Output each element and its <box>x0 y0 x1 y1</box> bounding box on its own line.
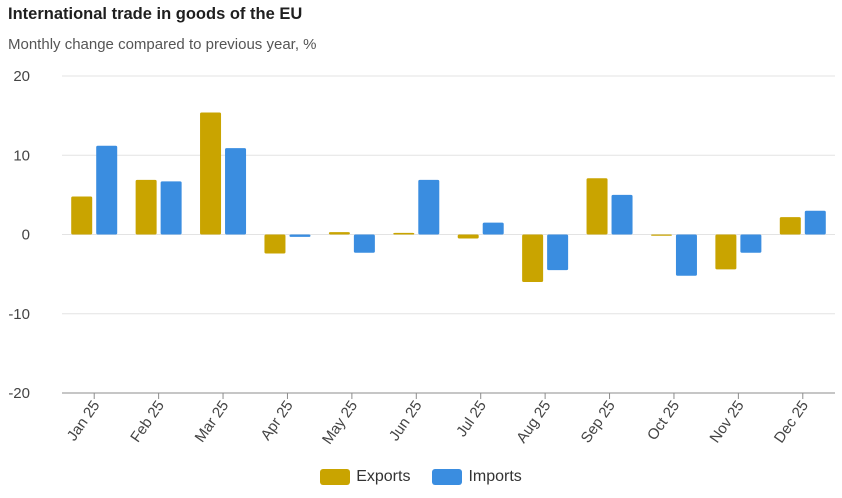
legend-item-exports[interactable]: Exports <box>320 468 410 486</box>
x-tick-label: Apr 25 <box>257 398 296 444</box>
chart-title: International trade in goods of the EU <box>8 5 303 23</box>
bar-exports-jun-25[interactable] <box>393 232 415 235</box>
bar-imports-aug-25[interactable] <box>547 234 569 271</box>
x-tick-label: Feb 25 <box>127 398 168 446</box>
x-tick-label: Oct 25 <box>644 398 683 444</box>
legend-item-imports[interactable]: Imports <box>432 468 522 486</box>
bar-exports-may-25[interactable] <box>328 232 350 235</box>
bar-exports-oct-25[interactable] <box>650 234 672 236</box>
bar-exports-apr-25[interactable] <box>264 234 286 254</box>
bar-imports-mar-25[interactable] <box>225 148 247 235</box>
x-tick-label: Jul 25 <box>453 398 490 441</box>
x-tick-label: Jan 25 <box>64 398 104 445</box>
bar-imports-may-25[interactable] <box>353 234 375 253</box>
bar-exports-jul-25[interactable] <box>457 234 479 239</box>
y-tick-label: 20 <box>13 68 30 85</box>
legend-swatch-exports <box>320 469 351 485</box>
x-tick-label: Mar 25 <box>192 398 233 446</box>
x-tick-label: May 25 <box>319 398 361 448</box>
y-tick-label: 0 <box>22 227 30 244</box>
y-tick-label: -10 <box>8 306 30 323</box>
bar-exports-mar-25[interactable] <box>200 112 222 235</box>
bar-exports-sep-25[interactable] <box>586 178 608 235</box>
bar-exports-feb-25[interactable] <box>135 179 157 235</box>
bar-exports-aug-25[interactable] <box>522 234 544 283</box>
bar-imports-nov-25[interactable] <box>740 234 762 253</box>
bar-imports-feb-25[interactable] <box>160 181 182 235</box>
x-tick-label: Aug 25 <box>513 398 554 447</box>
legend: Exports Imports <box>0 468 842 486</box>
bar-imports-oct-25[interactable] <box>675 234 697 276</box>
bar-imports-jan-25[interactable] <box>96 145 118 235</box>
chart-subtitle: Monthly change compared to previous year… <box>8 36 317 53</box>
x-tick-label: Jun 25 <box>386 398 426 445</box>
legend-label-imports: Imports <box>468 468 522 485</box>
y-tick-label: 10 <box>13 147 30 164</box>
bar-imports-jun-25[interactable] <box>418 179 440 235</box>
bar-imports-sep-25[interactable] <box>611 194 633 235</box>
bar-imports-jul-25[interactable] <box>482 222 504 235</box>
bar-exports-nov-25[interactable] <box>715 234 737 270</box>
bar-imports-apr-25[interactable] <box>289 234 311 237</box>
x-tick-label: Dec 25 <box>771 398 812 447</box>
legend-label-exports: Exports <box>356 468 411 485</box>
bar-exports-jan-25[interactable] <box>71 196 93 235</box>
x-tick-label: Nov 25 <box>706 398 747 447</box>
x-tick-label: Sep 25 <box>578 398 619 447</box>
bar-exports-dec-25[interactable] <box>779 217 801 235</box>
y-tick-label: -20 <box>8 385 30 402</box>
bar-imports-dec-25[interactable] <box>804 210 826 235</box>
legend-swatch-imports <box>432 469 463 485</box>
